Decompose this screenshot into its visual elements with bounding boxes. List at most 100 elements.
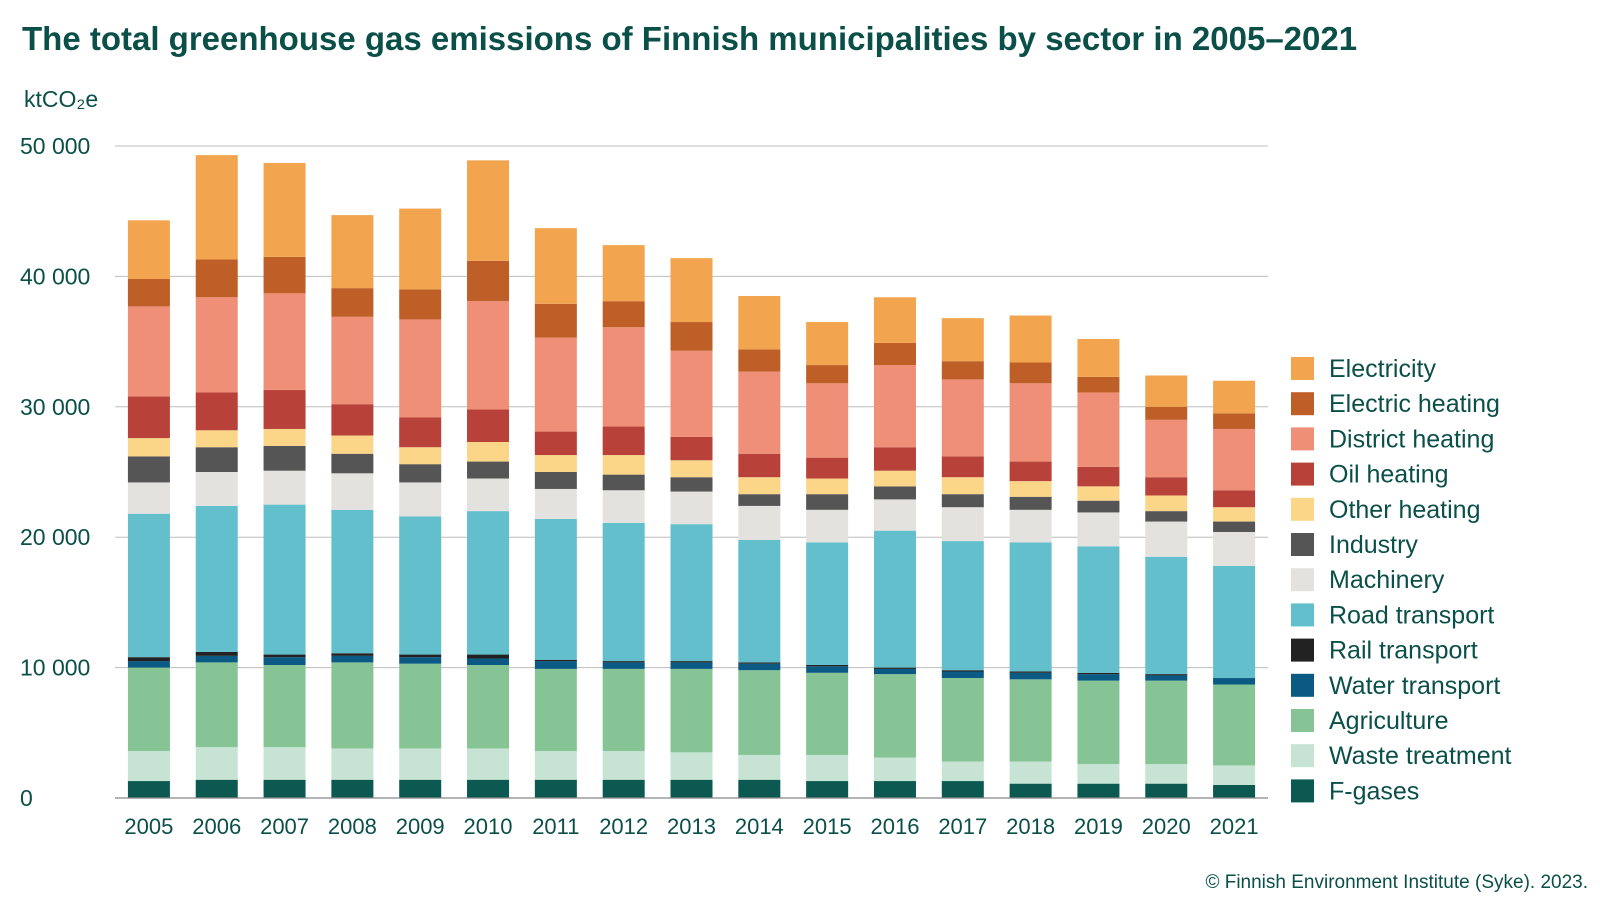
bar-road-transport-2015: [806, 542, 849, 665]
y-tick-label: 20 000: [20, 524, 90, 550]
bar-road-transport-2010: [467, 511, 510, 655]
bar-oil-heating-2017: [941, 456, 984, 478]
bar-electric-heating-2006: [195, 259, 238, 298]
bar-district-heating-2020: [1145, 419, 1188, 478]
legend-item-road-transport: Road transport: [1291, 601, 1494, 629]
bar-electric-heating-2019: [1077, 376, 1120, 393]
bar-electric-heating-2018: [1009, 362, 1052, 384]
bar-agriculture-2016: [873, 674, 916, 758]
bar-electricity-2007: [263, 162, 306, 257]
bar-machinery-2019: [1077, 512, 1120, 547]
bar-water-transport-2012: [602, 662, 645, 669]
legend-swatch: [1291, 744, 1314, 768]
bar-industry-2016: [873, 486, 916, 500]
x-tick-label: 2014: [735, 814, 784, 839]
x-tick-label: 2015: [803, 814, 852, 839]
bar-f-gases-2021: [1213, 784, 1256, 798]
bar-oil-heating-2014: [738, 453, 781, 478]
bar-machinery-2016: [873, 499, 916, 531]
bar-waste-treatment-2020: [1145, 764, 1188, 784]
bar-electric-heating-2011: [534, 303, 577, 338]
bar-electricity-2006: [195, 155, 238, 260]
bar-rail-transport-2013: [670, 661, 713, 663]
x-tick-label: 2011: [532, 814, 579, 839]
bar-other-heating-2018: [1009, 481, 1052, 497]
bar-water-transport-2015: [806, 666, 849, 673]
bar-water-transport-2011: [534, 661, 577, 669]
legend-label: Road transport: [1329, 601, 1494, 629]
legend-swatch: [1291, 568, 1314, 592]
legend-item-district-heating: District heating: [1291, 425, 1494, 453]
bar-road-transport-2006: [195, 505, 238, 652]
bar-road-transport-2019: [1077, 546, 1120, 673]
legend-label: Waste treatment: [1329, 742, 1512, 770]
bar-electric-heating-2020: [1145, 406, 1188, 420]
bar-rail-transport-2005: [127, 657, 170, 662]
bar-waste-treatment-2011: [534, 751, 577, 780]
legend-label: Rail transport: [1329, 637, 1478, 665]
bar-machinery-2009: [399, 482, 442, 517]
bar-rail-transport-2009: [399, 654, 442, 658]
bar-waste-treatment-2017: [941, 761, 984, 782]
bar-f-gases-2006: [195, 779, 238, 798]
bar-district-heating-2015: [806, 383, 849, 458]
legend-item-agriculture: Agriculture: [1291, 707, 1449, 735]
axes: 0 10 000 20 000 30 000 40 000 50 000 2005 2006 2…: [20, 133, 1268, 839]
bar-oil-heating-2013: [670, 436, 713, 461]
bar-industry-2012: [602, 474, 645, 491]
bar-electricity-2008: [331, 215, 374, 289]
bar-machinery-2011: [534, 488, 577, 519]
bar-oil-heating-2012: [602, 426, 645, 456]
bar-rail-transport-2015: [806, 664, 849, 667]
bar-stack-2021: [1213, 380, 1256, 798]
source-credit: © Finnish Environment Institute (Syke). …: [1205, 872, 1588, 893]
bar-electricity-2018: [1009, 315, 1052, 363]
bars: [127, 155, 1256, 798]
bar-electric-heating-2017: [941, 361, 984, 380]
x-tick-label: 2013: [667, 814, 716, 839]
bar-industry-2005: [127, 456, 170, 483]
bar-water-transport-2009: [399, 657, 442, 664]
bar-water-transport-2008: [331, 655, 374, 663]
bar-district-heating-2013: [670, 350, 713, 437]
bar-waste-treatment-2014: [738, 754, 781, 780]
bar-stack-2016: [873, 297, 916, 798]
bar-waste-treatment-2008: [331, 748, 374, 780]
bar-other-heating-2019: [1077, 486, 1120, 501]
bar-water-transport-2014: [738, 663, 781, 671]
bar-other-heating-2021: [1213, 507, 1256, 522]
bar-road-transport-2007: [263, 504, 306, 655]
bar-oil-heating-2018: [1009, 461, 1052, 482]
bar-waste-treatment-2019: [1077, 764, 1120, 784]
y-tick-label: 0: [20, 785, 33, 811]
bar-district-heating-2019: [1077, 392, 1120, 467]
bar-agriculture-2021: [1213, 684, 1256, 766]
bar-industry-2018: [1009, 496, 1052, 510]
bar-road-transport-2016: [873, 530, 916, 668]
bar-f-gases-2017: [941, 781, 984, 798]
bar-district-heating-2021: [1213, 428, 1256, 491]
x-tick-label: 2005: [124, 814, 173, 839]
bar-road-transport-2008: [331, 509, 374, 654]
bar-water-transport-2016: [873, 668, 916, 675]
bar-rail-transport-2016: [873, 667, 916, 669]
bar-oil-heating-2021: [1213, 490, 1256, 508]
bar-machinery-2012: [602, 490, 645, 523]
bar-road-transport-2012: [602, 522, 645, 662]
bar-electric-heating-2016: [873, 342, 916, 366]
bar-other-heating-2020: [1145, 495, 1188, 512]
bar-electric-heating-2012: [602, 301, 645, 328]
bar-water-transport-2006: [195, 655, 238, 663]
y-tick-label: 30 000: [20, 394, 90, 420]
bar-rail-transport-2006: [195, 651, 238, 656]
bar-waste-treatment-2006: [195, 747, 238, 780]
legend-label: Electric heating: [1329, 390, 1500, 418]
y-tick-label: 40 000: [20, 263, 90, 289]
bar-electric-heating-2007: [263, 256, 306, 294]
bar-machinery-2014: [738, 505, 781, 540]
bar-other-heating-2012: [602, 455, 645, 475]
bar-waste-treatment-2021: [1213, 765, 1256, 785]
bar-district-heating-2009: [399, 319, 442, 418]
legend-swatch: [1291, 603, 1314, 627]
